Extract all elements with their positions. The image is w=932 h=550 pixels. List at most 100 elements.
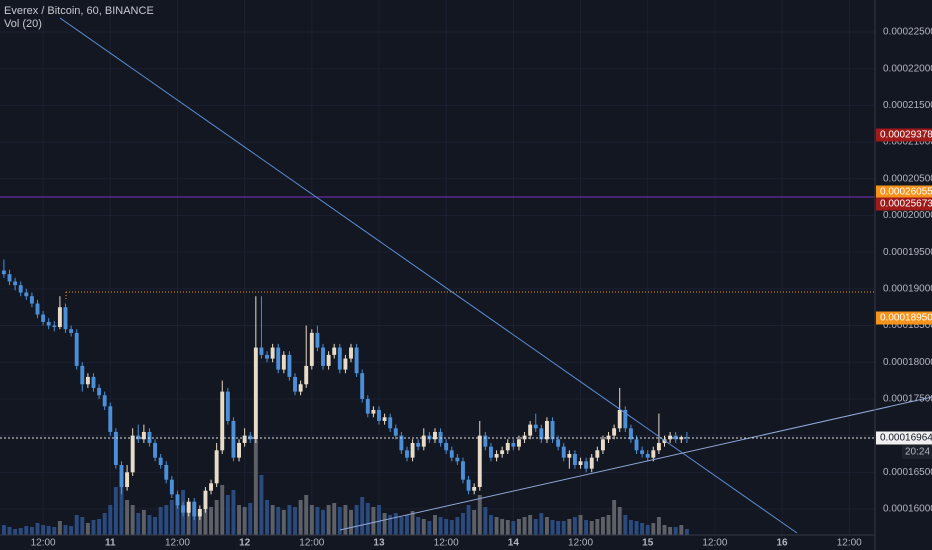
volume-bar	[287, 505, 292, 535]
candle-body	[556, 439, 561, 447]
volume-bar	[505, 520, 510, 535]
x-tick-label: 11	[105, 538, 116, 549]
candle-body	[377, 409, 381, 421]
y-tick-label: 0.00016500	[883, 467, 932, 478]
candle-body	[634, 439, 639, 451]
candle-body	[656, 442, 661, 451]
volume-bar	[141, 510, 146, 535]
candle-body	[141, 431, 146, 440]
candle-body	[102, 395, 107, 407]
volume-bar	[354, 505, 359, 535]
candle-body	[7, 274, 12, 282]
volume-bar	[259, 475, 264, 535]
volume-bar	[231, 490, 236, 535]
candle-body	[253, 347, 258, 440]
candle-body	[186, 501, 191, 513]
y-tick-label: 0.00022500	[883, 27, 932, 38]
volume-bar	[74, 515, 79, 535]
candle-body	[483, 435, 488, 447]
volume-bar	[175, 495, 180, 535]
volume-bar	[248, 503, 253, 535]
candle-body	[192, 501, 197, 517]
candle-body	[589, 457, 594, 469]
volume-bar	[321, 510, 325, 535]
price-label: 0.00025673	[880, 199, 932, 210]
candle-body	[684, 437, 689, 439]
candle-body	[248, 435, 253, 440]
volume-bar	[220, 485, 225, 535]
volume-bar	[449, 520, 454, 535]
candle-body	[365, 398, 370, 414]
volume-bar	[668, 527, 673, 535]
volume-bar	[550, 520, 555, 535]
volume-bar	[7, 527, 12, 535]
candle-body	[444, 442, 449, 451]
candle-body	[113, 431, 118, 465]
candle-body	[623, 409, 628, 429]
volume-bar	[377, 505, 381, 535]
volume-bar	[63, 525, 68, 535]
candle-body	[169, 479, 174, 495]
volume-bar	[153, 517, 158, 535]
candle-body	[209, 483, 214, 491]
candle-body	[578, 461, 583, 465]
candle-body	[561, 446, 566, 458]
countdown-box	[902, 445, 932, 459]
candle-body	[360, 373, 365, 399]
candle-body	[371, 409, 376, 414]
volume-bar	[399, 517, 404, 535]
y-tick-label: 0.00019000	[883, 283, 932, 294]
axis-layer: 0.000160000.000165000.000170000.00017500…	[31, 27, 932, 549]
candle-body	[668, 435, 673, 440]
candle-body	[35, 303, 40, 315]
candle-body	[438, 431, 443, 443]
candle-body	[572, 453, 577, 465]
candle-body	[63, 307, 68, 330]
countdown: 20:24	[905, 447, 930, 458]
volume-bar	[108, 505, 113, 535]
candle-body	[382, 417, 387, 421]
volume-bar	[315, 507, 320, 535]
volume-bar	[304, 495, 309, 535]
candle-body	[41, 314, 46, 322]
candle-body	[147, 431, 152, 443]
candle-body	[416, 442, 421, 447]
volume-bar	[516, 519, 521, 535]
candle-body	[388, 417, 393, 429]
x-tick-label: 15	[642, 538, 654, 549]
volume-bar	[337, 507, 342, 535]
volume-bar	[472, 510, 477, 535]
volume-bar	[52, 527, 57, 535]
candle-body	[214, 450, 219, 484]
volume-bar	[192, 510, 197, 535]
candle-body	[80, 365, 85, 385]
volume-bar	[209, 507, 214, 535]
x-tick-label: 12:00	[837, 538, 862, 549]
volume-bar	[606, 515, 611, 535]
candle-body	[522, 435, 527, 440]
candle-body	[74, 332, 79, 366]
volume-bar	[461, 513, 465, 535]
candle-body	[91, 376, 96, 388]
volume-bar	[102, 513, 107, 535]
volume-bar	[595, 519, 600, 535]
candle-body	[220, 391, 225, 451]
candle-body	[567, 453, 572, 458]
candle-body	[528, 424, 533, 436]
grid	[0, 0, 875, 535]
price-label-box	[876, 431, 932, 445]
candle-body	[405, 450, 409, 458]
candle-body	[52, 325, 57, 328]
candle-body	[421, 435, 426, 447]
candle-body	[203, 490, 208, 510]
candle-body	[237, 442, 242, 458]
volume-bar	[634, 521, 639, 535]
candle-body	[136, 435, 141, 440]
volume-bar	[410, 511, 415, 535]
price-label-box	[876, 197, 932, 211]
volume-bar	[584, 520, 589, 535]
volume-bar	[522, 517, 527, 535]
volume-bar	[197, 513, 202, 535]
candle-body	[343, 358, 348, 370]
volume-bar	[466, 505, 471, 535]
